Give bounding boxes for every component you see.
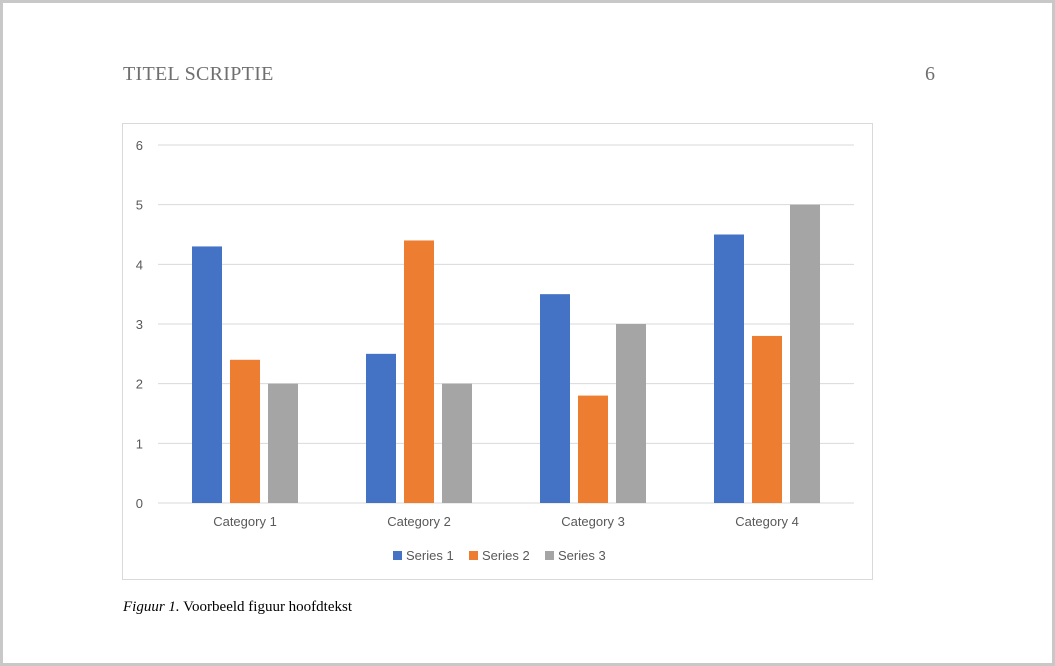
bar-3: [442, 383, 472, 503]
y-tick-label: 2: [136, 377, 143, 392]
bar-2: [578, 395, 608, 503]
x-tick-label: Category 4: [735, 514, 799, 529]
page-number: 6: [925, 63, 935, 85]
legend-label-1: Series 1: [406, 548, 454, 563]
x-tick-label: Category 2: [387, 514, 451, 529]
x-tick-label: Category 1: [213, 514, 277, 529]
figure-caption: Figuur 1. Voorbeeld figuur hoofdtekst: [123, 599, 352, 616]
bar-1: [366, 353, 396, 503]
y-tick-label: 3: [136, 317, 143, 332]
page-header-title: TITEL SCRIPTIE: [123, 63, 274, 85]
bar-3: [616, 324, 646, 503]
y-tick-label: 0: [136, 496, 143, 511]
bar-2: [752, 335, 782, 503]
legend-label-3: Series 3: [558, 548, 606, 563]
figure-caption-text: Voorbeeld figuur hoofdtekst: [179, 599, 353, 615]
bar-3: [268, 383, 298, 503]
y-tick-label: 5: [136, 198, 143, 213]
bar-1: [540, 294, 570, 503]
x-tick-label: Category 3: [561, 514, 625, 529]
bar-2: [230, 359, 260, 503]
y-tick-label: 1: [136, 436, 143, 451]
legend-swatch-3: [545, 551, 554, 560]
legend-label-2: Series 2: [482, 548, 530, 563]
bar-1: [192, 246, 222, 503]
bar-1: [714, 234, 744, 503]
bar-chart-svg: 0 1 2 3 4 5 6 Category 1 Category 2 Category 3 Cat…: [136, 138, 854, 563]
legend-swatch-2: [469, 551, 478, 560]
bar-2: [404, 240, 434, 503]
figure-caption-label: Figuur 1.: [123, 599, 180, 615]
bar-3: [790, 204, 820, 503]
y-tick-label: 4: [136, 257, 143, 272]
bar-chart[interactable]: 0 1 2 3 4 5 6 Category 1 Category 2 Category 3 Cat…: [122, 123, 873, 580]
y-tick-label: 6: [136, 138, 143, 153]
legend-swatch-1: [393, 551, 402, 560]
